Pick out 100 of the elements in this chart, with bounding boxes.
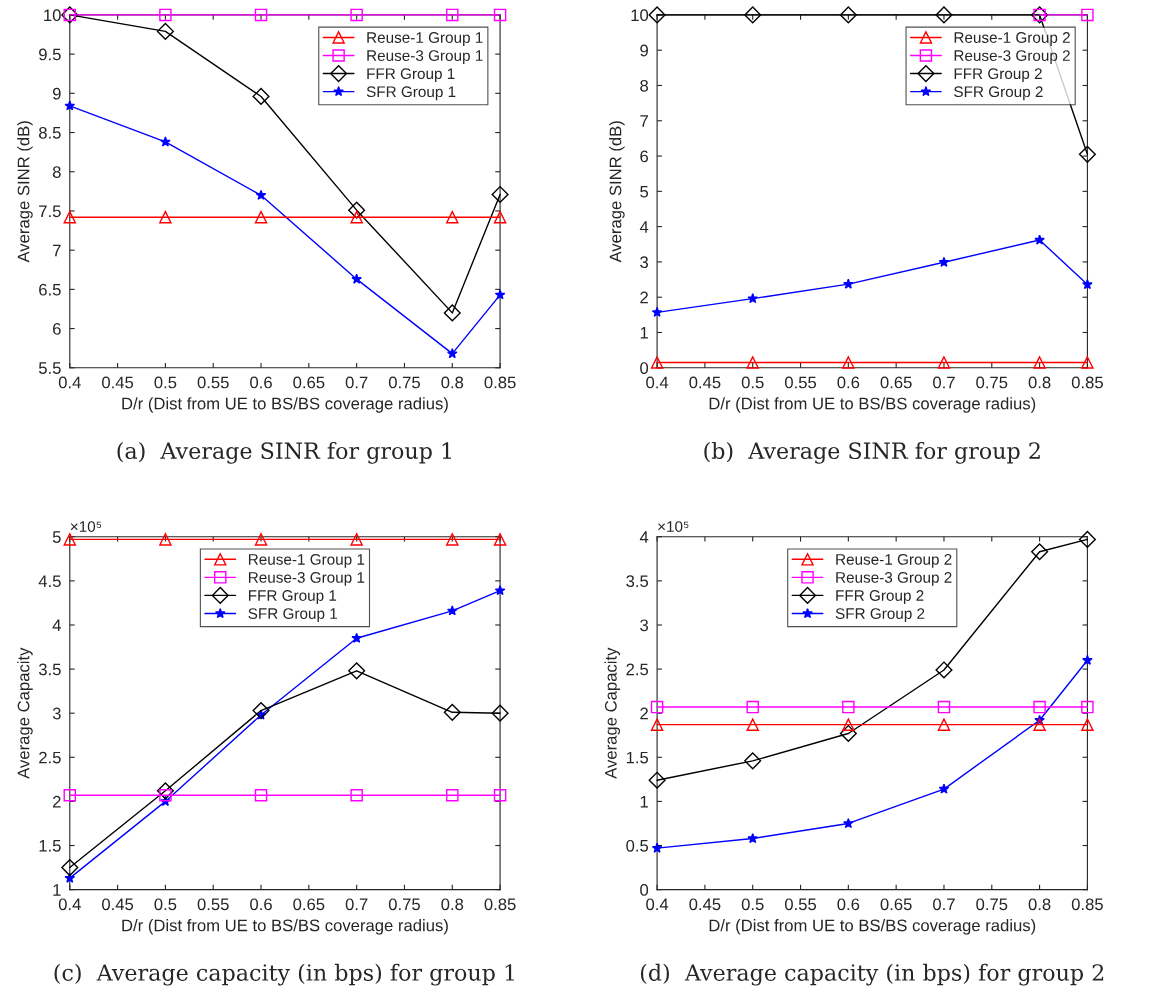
x-tick-label: 0.7: [345, 898, 368, 911]
text: (d) Average capacity (in bps) for group 2: [640, 963, 1104, 986]
x-tick-label: 0.65: [293, 898, 325, 911]
point: [1081, 718, 1094, 731]
point: [648, 771, 666, 789]
y-tick-label: 6: [53, 322, 61, 335]
y-tick-label: 1.5: [39, 840, 61, 852]
x-tick-label: 0.7: [933, 898, 955, 911]
x-tick-label: 0.4: [58, 898, 81, 911]
point: [63, 788, 77, 802]
x-tick-label: 0.8: [441, 376, 464, 389]
x-tick-label: 0.85: [1071, 898, 1103, 911]
point: [842, 718, 855, 731]
point: [650, 356, 664, 369]
y-tick-label: 3: [640, 619, 649, 632]
x-tick-label: 0.85: [484, 898, 516, 911]
point: [61, 859, 79, 877]
y-tick-label: 3: [640, 256, 649, 269]
point: [350, 8, 363, 22]
point: [443, 304, 461, 322]
point: [839, 724, 857, 743]
point: [746, 700, 759, 714]
point: [446, 210, 459, 224]
x-tick-label: 0.6: [837, 898, 860, 911]
point: [938, 783, 950, 794]
x-tick-label: 0.75: [976, 376, 1008, 389]
legend-label: SFR Group 2: [835, 608, 925, 622]
text: ×10⁵: [658, 521, 689, 532]
x-tick-label: 0.55: [197, 376, 229, 389]
y-tick-label: 5.5: [38, 362, 61, 374]
y-tick-label: 10: [44, 9, 61, 22]
point: [254, 210, 268, 224]
point: [351, 632, 362, 643]
point: [938, 256, 950, 267]
point: [1078, 530, 1096, 548]
x-tick-label: 0.45: [102, 898, 134, 911]
point: [746, 718, 759, 731]
point: [1082, 278, 1093, 290]
x-tick-label: 0.65: [880, 898, 912, 911]
y-tick-label: 1: [53, 884, 61, 896]
x-tick-label: 0.65: [293, 376, 325, 389]
legend-label: FFR Group 2: [954, 68, 1042, 83]
x-tick-label: 0.85: [484, 376, 516, 389]
point: [350, 788, 363, 802]
text: (a) Average SINR for group 1: [117, 441, 451, 464]
point: [351, 273, 362, 284]
point: [443, 703, 461, 721]
x-axis-title: D/r (Dist from UE to BS/BS coverage radius): [709, 919, 1036, 935]
point: [1081, 356, 1094, 369]
y-tick-label: 2: [53, 795, 61, 808]
point: [63, 210, 77, 224]
point: [446, 788, 459, 802]
point: [491, 704, 509, 722]
y-tick-label: 4: [639, 531, 649, 543]
y-tick-label: 9: [640, 44, 648, 57]
y-tick-label: 1: [640, 327, 648, 339]
legend-label: FFR Group 2: [836, 590, 924, 604]
point: [744, 6, 762, 24]
legend-label: Reuse-1 Group 2: [836, 553, 952, 568]
point: [843, 817, 854, 829]
y-tick-label: 4: [639, 221, 649, 233]
point: [1078, 145, 1096, 163]
y-tick-label: 2: [640, 707, 648, 720]
legend-label: Reuse-3 Group 2: [836, 572, 952, 586]
x-tick-label: 0.5: [154, 376, 177, 389]
y-tick-label: 5: [640, 185, 649, 198]
y-tick-label: 6.5: [39, 283, 61, 296]
point: [744, 752, 762, 770]
point: [63, 533, 77, 546]
x-tick-label: 0.4: [646, 376, 669, 389]
x-axis-title: D/r (Dist from UE to BS/BS coverage radius): [122, 919, 448, 935]
point: [651, 306, 663, 318]
legend-label: SFR Group 2: [954, 86, 1043, 101]
point: [159, 210, 172, 224]
x-tick-label: 0.6: [250, 898, 272, 911]
point: [843, 278, 854, 289]
point: [842, 700, 855, 714]
point: [1033, 356, 1046, 369]
text: (b) Average SINR for group 2: [704, 441, 1040, 464]
x-tick-label: 0.5: [741, 898, 764, 911]
y-tick-label: 9.5: [39, 48, 61, 61]
y-tick-label: 7.5: [39, 205, 61, 218]
point: [493, 533, 507, 546]
point: [348, 662, 366, 680]
point: [650, 718, 664, 731]
text: ×10⁵: [70, 521, 102, 532]
point: [156, 22, 174, 40]
point: [252, 87, 270, 106]
x-tick-label: 0.55: [784, 376, 817, 389]
y-tick-label: 7: [640, 115, 648, 127]
x-axis-title: D/r (Dist from UE to BS/BS coverage radius): [709, 397, 1036, 413]
point: [160, 136, 171, 147]
y-tick-label: 7: [53, 244, 61, 257]
legend-label: Reuse-3 Group 1: [248, 572, 365, 586]
point: [937, 356, 951, 369]
point: [1033, 700, 1046, 714]
y-tick-label: 4: [52, 619, 61, 632]
legend-label: SFR Group 1: [248, 608, 337, 622]
x-tick-label: 0.65: [880, 376, 912, 389]
point: [491, 185, 509, 204]
